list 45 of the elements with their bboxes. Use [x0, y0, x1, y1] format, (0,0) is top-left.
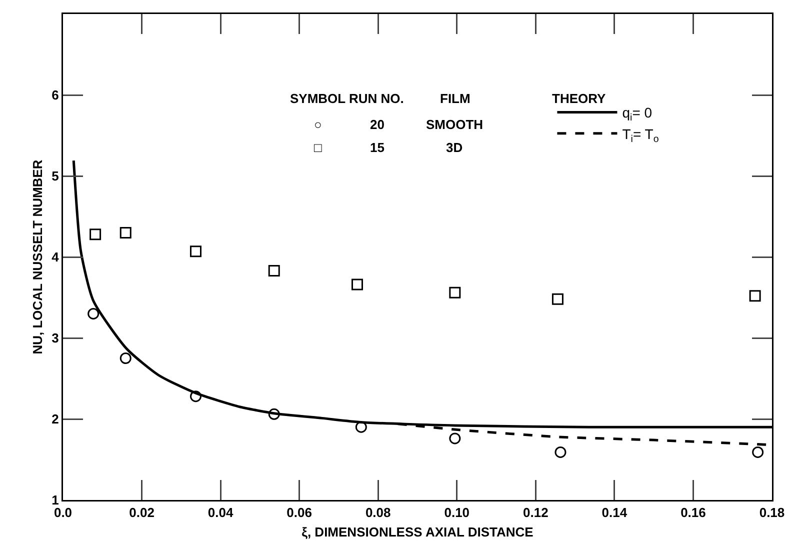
y-axis-title: NU, LOCAL NUSSELT NUMBER [30, 159, 45, 354]
annotation: 20 [370, 117, 384, 132]
y-tick-label: 5 [52, 168, 59, 184]
x-tick-label: 0.16 [680, 505, 706, 520]
annotation: SYMBOL [290, 91, 346, 106]
x-tick-label: 0.08 [365, 505, 391, 520]
annotation: SMOOTH [426, 117, 484, 132]
point [88, 308, 100, 320]
x-tick-label: 0.10 [444, 505, 470, 520]
point [749, 290, 761, 302]
point [351, 278, 363, 290]
y-tick-label: 4 [52, 250, 60, 265]
annotation: 15 [370, 140, 384, 155]
x-tick-label: 0.02 [129, 505, 154, 520]
annotation: THEORY [552, 91, 606, 106]
x-tick-label: 0.04 [208, 505, 234, 520]
x-axis-title: ξ, DIMENSIONLESS AXIAL DISTANCE [302, 524, 534, 540]
annotation: □ [314, 140, 322, 155]
point [90, 228, 102, 240]
annotation: FILM [440, 91, 470, 106]
x-tick-label: 0.12 [523, 505, 548, 520]
point [449, 432, 461, 444]
point [449, 286, 461, 298]
point [190, 246, 202, 258]
point [752, 446, 764, 458]
y-tick-label: 1 [52, 492, 59, 508]
y-tick-label: 2 [52, 412, 59, 427]
annotation: RUN NO. [349, 91, 404, 106]
point [552, 293, 564, 305]
point [190, 390, 202, 402]
y-tick-label: 6 [52, 88, 59, 103]
x-tick-label: 0.06 [286, 505, 312, 520]
point [554, 446, 566, 458]
x-tick-label: 0.14 [602, 505, 628, 520]
x-tick-label: 0.18 [759, 505, 785, 520]
annotation: ○ [314, 117, 322, 132]
annotation: 3D [446, 140, 463, 155]
point [120, 352, 132, 364]
x-tick-label: 0.0 [54, 505, 72, 520]
point [120, 226, 132, 238]
legend-label: q$_{i}$= 0 [622, 104, 652, 124]
y-tick-label: 3 [52, 330, 59, 346]
point [268, 265, 280, 277]
legend-label: T$_{i}$= T$_{o}$ [622, 126, 660, 145]
point [268, 408, 280, 420]
